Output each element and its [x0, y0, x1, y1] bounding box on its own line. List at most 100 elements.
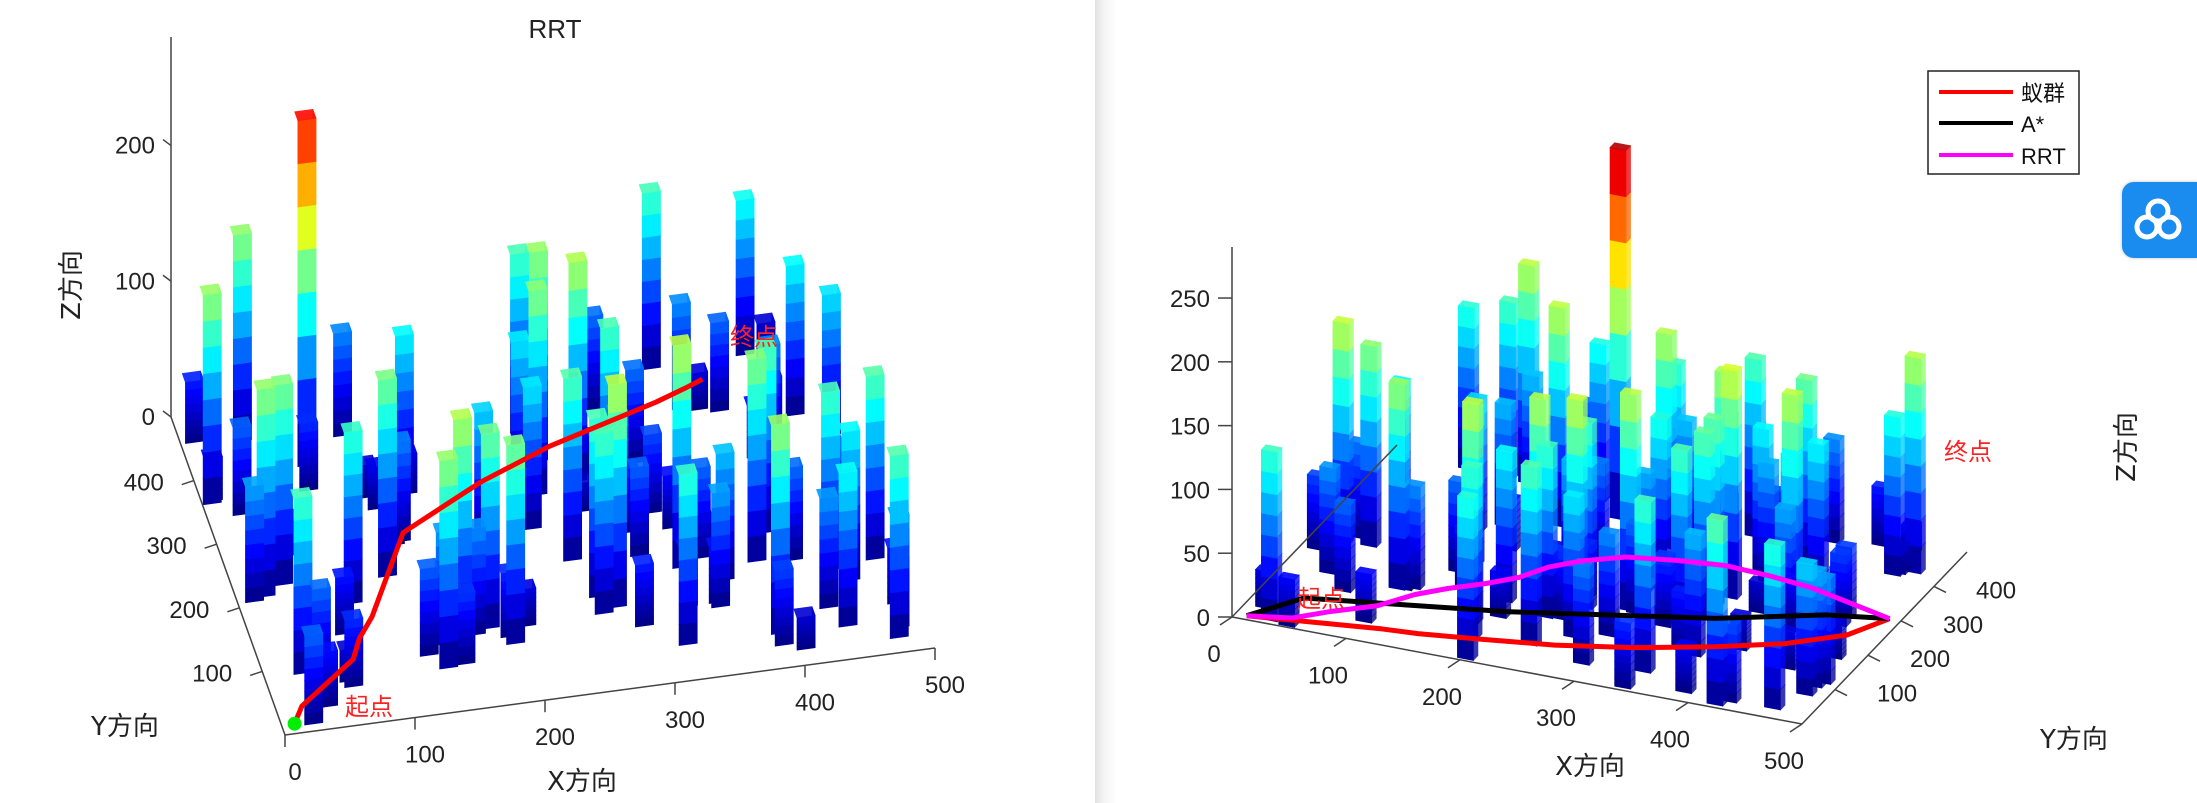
obstacle-bar — [1598, 526, 1621, 638]
cloud-icon — [2134, 198, 2182, 240]
obstacle-bar — [1614, 615, 1636, 690]
obstacle-bar — [453, 582, 476, 666]
x-tick-label: 500 — [925, 672, 965, 699]
obstacle-bar — [675, 463, 698, 646]
obstacle-bar — [181, 370, 205, 444]
y-tick — [1900, 620, 1914, 628]
legend: 蚁群 A* RRT — [1927, 70, 2080, 175]
left-axes: 0 100 200 300 400 500 100 200 300 400 0 100 200 — [115, 37, 965, 786]
z-tick-label: 50 — [1183, 541, 1210, 568]
y-tick — [227, 607, 240, 613]
y-tick-label: 400 — [124, 470, 164, 497]
y-tick — [1933, 585, 1947, 594]
obstacle-bar — [1520, 459, 1543, 647]
y-tick — [204, 543, 217, 549]
start-label: 起点 — [345, 693, 393, 721]
obstacle-bar — [1355, 566, 1377, 625]
z-tick — [162, 274, 172, 282]
obstacle-bar — [1706, 512, 1729, 707]
right-paths — [1245, 554, 1891, 651]
x-tick-label: 300 — [665, 707, 705, 734]
obstacle-bar — [793, 606, 816, 651]
z-tick-label: 150 — [1170, 414, 1210, 441]
right-axes: 0 100 200 300 400 500 100 200 300 400 0 50 100 150 200… — [1170, 247, 2016, 775]
panel-divider — [1095, 0, 1117, 803]
x-axis-line — [284, 647, 936, 736]
x-tick — [1675, 701, 1689, 712]
obstacle-bar — [1359, 339, 1382, 549]
start-marker — [287, 716, 302, 731]
left-figure-panel: 0 100 200 300 400 500 100 200 300 400 0 100 200 RRT … — [0, 0, 1095, 803]
z-tick-label: 0 — [1197, 605, 1210, 632]
y-tick-label: 200 — [1910, 646, 1950, 673]
path-ant — [1246, 613, 1891, 651]
x-tick-label: 400 — [1650, 727, 1690, 754]
obstacle-bar — [1334, 496, 1356, 594]
y-tick-label: 400 — [1976, 577, 2016, 604]
y-tick-label: 200 — [169, 597, 209, 624]
y-tick-label: 100 — [192, 660, 232, 687]
left-paths — [287, 376, 704, 731]
obstacle-bar — [782, 254, 805, 417]
x-tick-label: 100 — [1308, 662, 1348, 689]
obstacle-bar — [862, 365, 885, 561]
y-axis-label: Y方向 — [90, 712, 159, 742]
y-tick-label: 300 — [147, 533, 187, 560]
x-axis-line — [1231, 616, 1803, 725]
x-tick-label: 100 — [405, 742, 445, 769]
obstacle-bar — [1260, 444, 1283, 623]
goal-label: 终点 — [730, 323, 778, 351]
x-tick-label: 500 — [1764, 748, 1804, 775]
obstacle-bar — [1807, 437, 1830, 594]
obstacle-bar — [1456, 490, 1479, 662]
obstacle-bar — [296, 412, 319, 492]
obstacle-bar — [341, 608, 364, 688]
obstacle-bar — [1634, 494, 1656, 675]
z-tick-label: 100 — [1170, 477, 1210, 504]
path-astar — [1245, 595, 1890, 622]
obstacle-bar — [1763, 538, 1786, 711]
legend-label-ant: 蚁群 — [2021, 82, 2065, 107]
y-tick-label: 300 — [1943, 612, 1983, 639]
y-axis-line — [1231, 444, 1398, 618]
x-tick-label: 300 — [1536, 705, 1576, 732]
obstacle-bar — [886, 444, 909, 639]
z-tick-label: 200 — [1170, 350, 1210, 377]
x-axis-label: X方向 — [1555, 752, 1625, 782]
y-axis-line — [170, 416, 286, 736]
z-axis-label: Z方向 — [2112, 412, 2142, 482]
obstacle-bar — [732, 189, 755, 357]
obstacle-bar — [631, 553, 654, 628]
obstacle-bar — [519, 375, 542, 531]
z-tick-label: 0 — [142, 404, 155, 431]
obstacle-bar — [744, 348, 767, 563]
obstacle-bar — [229, 223, 252, 443]
chart-title: RRT — [529, 14, 582, 44]
y-tick — [249, 670, 263, 677]
y-axis-line-right — [1801, 551, 1968, 725]
obstacle-bar — [435, 449, 459, 670]
obstacle-bar — [1904, 350, 1927, 575]
y-tick-label: 100 — [1877, 681, 1917, 708]
x-tick-label: 200 — [1422, 684, 1462, 711]
obstacle-bar — [416, 557, 439, 657]
x-tick — [1561, 680, 1575, 690]
y-axis-label: Y方向 — [2039, 725, 2108, 755]
x-tick-label: 0 — [288, 759, 301, 786]
obstacle-bar — [1795, 556, 1818, 697]
obstacle-bar — [1883, 409, 1906, 578]
x-axis-label: X方向 — [547, 767, 617, 797]
left-obstacle-bars — [181, 108, 910, 726]
legend-label-rrt: RRT — [2021, 144, 2066, 169]
right-3d-chart: 0 100 200 300 400 500 100 200 300 400 0 50 100 150 200… — [1170, 70, 2142, 782]
obstacle-bar — [1278, 571, 1300, 629]
legend-label-astar: A* — [2021, 112, 2045, 137]
y-tick — [1867, 654, 1881, 662]
obstacle-bar — [771, 559, 794, 647]
right-figure-panel: 0 100 200 300 400 500 100 200 300 400 0 50 100 150 200… — [1117, 0, 2197, 803]
start-label: 起点 — [1297, 585, 1345, 613]
cloud-sync-button[interactable] — [2122, 182, 2197, 258]
obstacle-bar — [374, 368, 397, 578]
obstacle-bar — [835, 461, 858, 628]
